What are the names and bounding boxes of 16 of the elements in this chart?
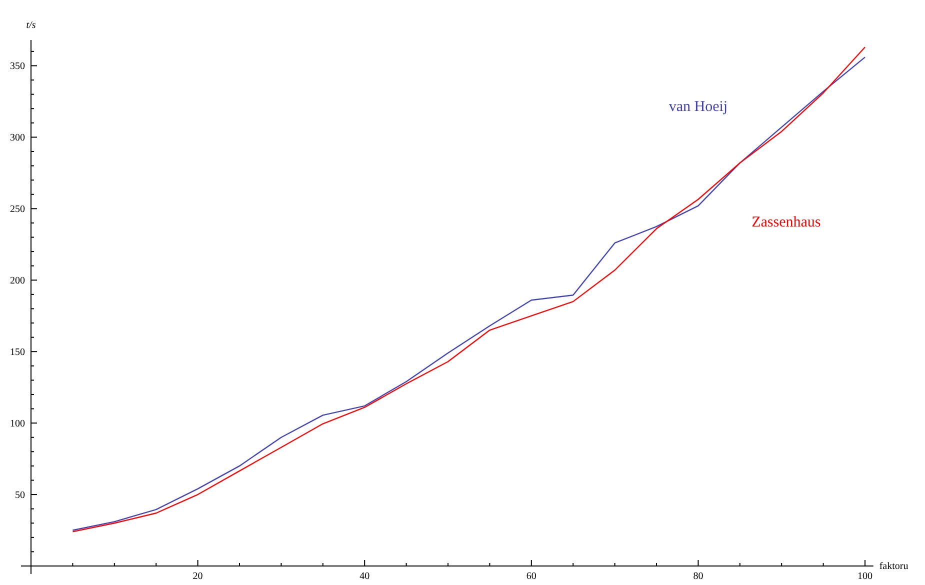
text: van Hoeij xyxy=(668,98,728,115)
x-tick-label: 40 xyxy=(360,571,370,582)
y-axis-title: t/s xyxy=(26,20,36,31)
y-tick-label: 50 xyxy=(15,490,25,502)
y-tick-label: 200 xyxy=(10,276,25,287)
x-tick-label: 20 xyxy=(192,571,203,582)
y-tick-label: 250 xyxy=(10,204,25,216)
x-tick-label: 80 xyxy=(693,571,704,582)
x-axis-title: faktoru xyxy=(879,561,908,572)
y-tick-label: 350 xyxy=(10,61,25,72)
x-tick-label: 100 xyxy=(858,571,872,582)
x-tick-label: 60 xyxy=(526,571,536,582)
text: Zassenhaus xyxy=(752,214,821,230)
y-tick-label: 150 xyxy=(10,347,25,358)
y-tick-label: 100 xyxy=(10,418,25,430)
y-tick-label: 300 xyxy=(10,132,25,144)
